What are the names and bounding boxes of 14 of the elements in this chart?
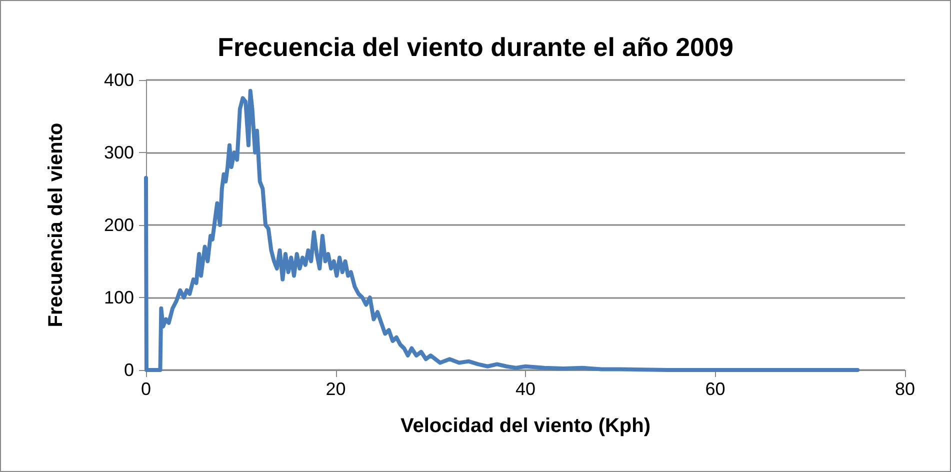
x-tick-label: 60 <box>705 379 726 399</box>
y-tick-label: 400 <box>104 70 134 90</box>
x-tick-label: 40 <box>515 379 536 399</box>
x-tick-label: 0 <box>140 379 152 399</box>
y-tick-label: 100 <box>104 288 134 308</box>
y-tick-label: 300 <box>104 142 134 162</box>
x-axis-title: Velocidad del viento (Kph) <box>400 415 651 437</box>
y-tick-label: 200 <box>104 215 134 235</box>
y-axis-title: Frecuencia del viento <box>45 122 67 328</box>
chart-title: Frecuencia del viento durante el año 2009 <box>218 32 734 62</box>
y-tick-label: 0 <box>124 360 134 380</box>
line-series <box>144 88 860 372</box>
x-tick-label: 80 <box>894 379 916 399</box>
x-tick-label: 20 <box>326 379 346 399</box>
